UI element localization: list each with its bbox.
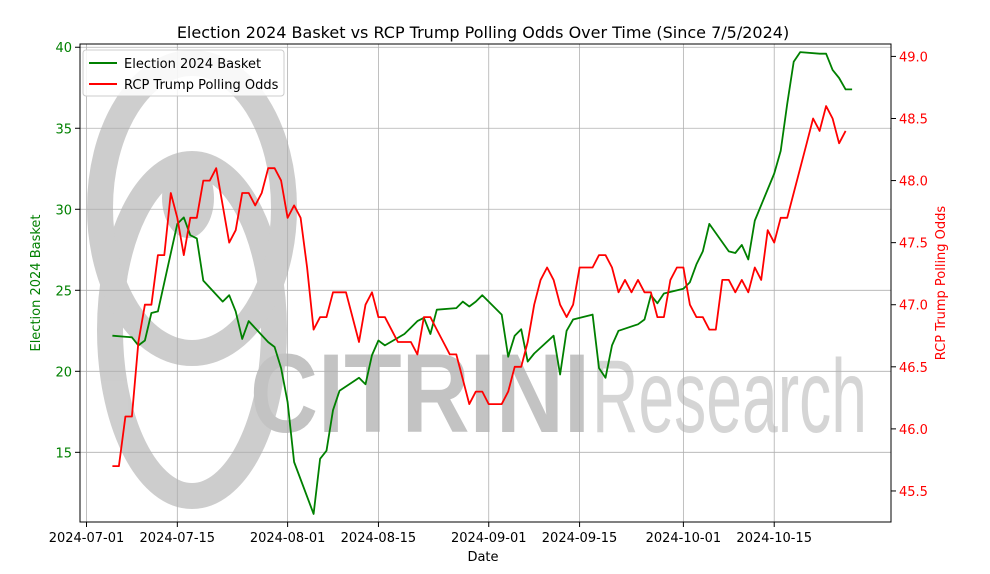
left-y-tick-label: 20 <box>55 365 72 380</box>
right-y-tick-label: 48.5 <box>899 112 928 127</box>
left-y-tick-label: 25 <box>55 284 72 299</box>
x-tick-label: 2024-08-15 <box>341 531 417 546</box>
right-y-tick-label: 48.0 <box>899 175 928 190</box>
legend-box <box>82 49 285 97</box>
x-tick-label: 2024-10-01 <box>646 531 722 546</box>
series-line-rcp <box>112 105 847 468</box>
x-tick-label: 2024-07-15 <box>140 531 216 546</box>
right-y-tick-label: 49.0 <box>899 50 928 65</box>
chart-title: Election 2024 Basket vs RCP Trump Pollin… <box>177 23 789 42</box>
legend-label-rcp: RCP Trump Polling Odds <box>124 78 279 93</box>
series-lines <box>112 51 853 515</box>
left-y-tick-label: 30 <box>55 203 72 218</box>
x-tick-label: 2024-09-01 <box>451 531 527 546</box>
grid <box>80 44 891 522</box>
watermark-suffix: Research <box>592 339 867 455</box>
left-y-tick-label: 40 <box>55 41 72 56</box>
right-y-tick-label: 47.5 <box>899 237 928 252</box>
left-y-axis-ticks: 15 20 25 30 35 40 <box>55 41 80 461</box>
right-y-tick-label: 46.5 <box>899 361 928 376</box>
right-y-axis-ticks: 45.5 46.0 46.5 47.0 47.5 48.0 48.5 49.0 <box>891 50 928 500</box>
x-axis-label: Date <box>467 550 498 565</box>
series-line-basket <box>112 51 853 515</box>
legend: Election 2024 Basket RCP Trump Polling O… <box>82 49 285 97</box>
left-y-tick-label: 15 <box>55 446 72 461</box>
x-tick-label: 2024-10-15 <box>736 531 812 546</box>
x-tick-label: 2024-07-01 <box>49 531 125 546</box>
plot-frame <box>79 43 892 523</box>
right-y-tick-label: 47.0 <box>899 299 928 314</box>
x-tick-label: 2024-09-15 <box>542 531 618 546</box>
legend-label-basket: Election 2024 Basket <box>124 57 261 72</box>
x-axis-ticks: 2024-07-01 2024-07-15 2024-08-01 2024-08-15… <box>49 522 812 546</box>
right-y-tick-label: 46.0 <box>899 423 928 438</box>
right-y-tick-label: 45.5 <box>899 485 928 500</box>
right-y-axis-label: RCP Trump Polling Odds <box>934 206 949 361</box>
x-tick-label: 2024-08-01 <box>250 531 326 546</box>
left-y-axis-label: Election 2024 Basket <box>29 214 44 351</box>
watermark-brand: CITRINI <box>250 331 590 456</box>
left-y-tick-label: 35 <box>55 122 72 137</box>
